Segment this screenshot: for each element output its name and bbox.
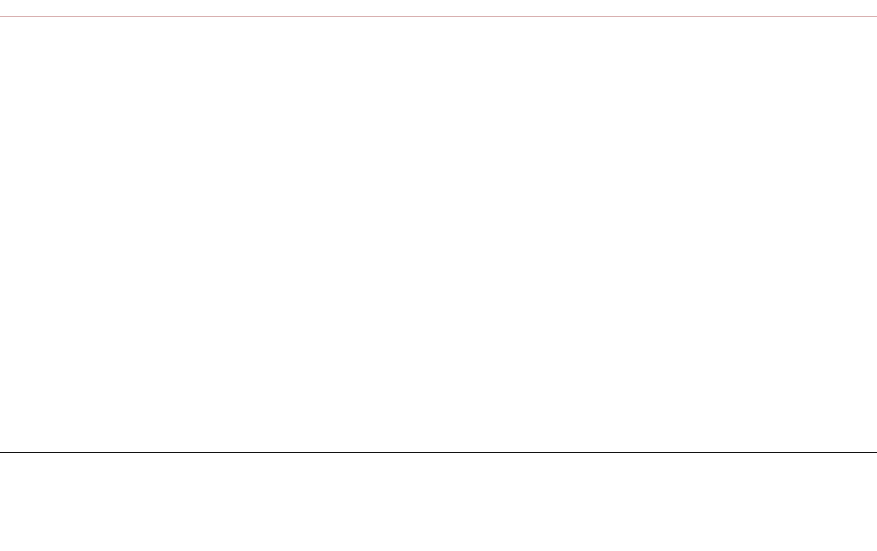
price-panel-baseline xyxy=(0,452,877,453)
price-panel xyxy=(0,20,877,453)
axis-rule xyxy=(0,16,877,17)
volume-panel xyxy=(0,455,877,551)
price-plot xyxy=(0,20,877,453)
date-axis xyxy=(0,0,877,17)
volume-plot xyxy=(0,455,877,551)
